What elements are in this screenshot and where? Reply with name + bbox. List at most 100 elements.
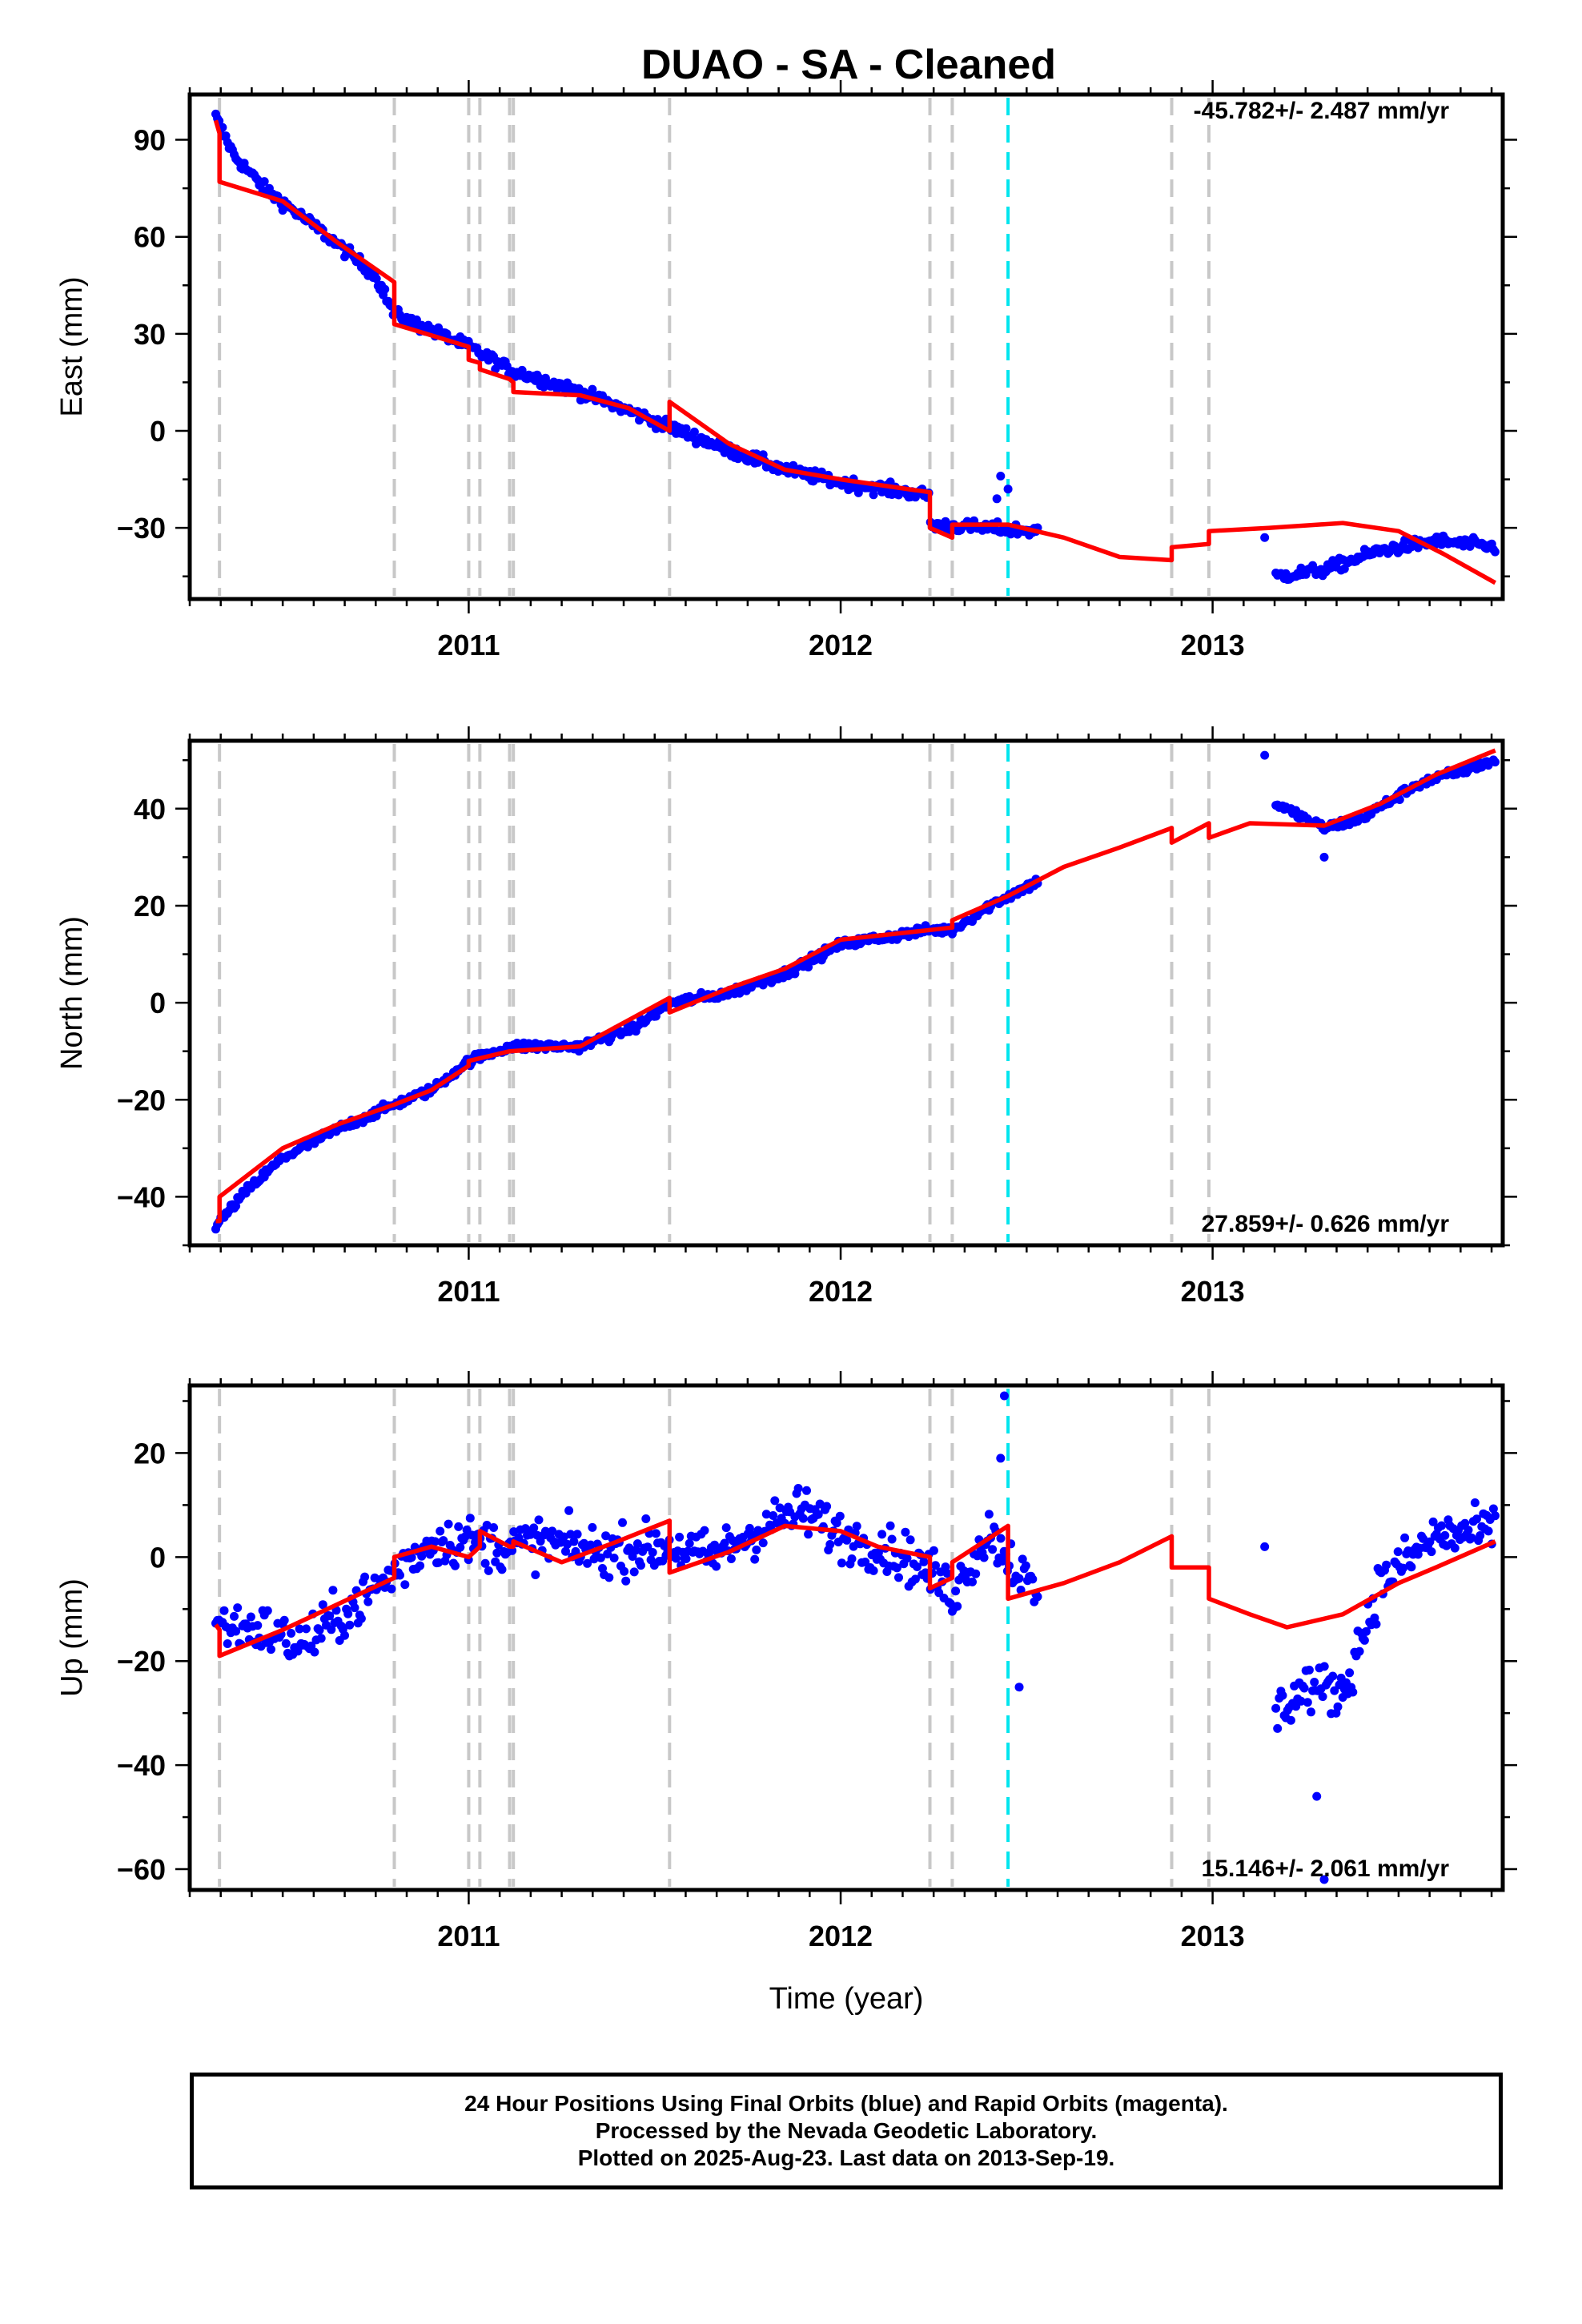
data-point xyxy=(223,1639,232,1648)
data-point xyxy=(631,1546,640,1555)
data-point xyxy=(417,1551,427,1561)
x-tick-label: 2011 xyxy=(437,1920,500,1952)
data-point xyxy=(572,1530,582,1539)
data-point xyxy=(1460,1518,1470,1528)
data-point xyxy=(1033,1592,1042,1602)
data-point xyxy=(1278,1691,1287,1700)
data-point xyxy=(1260,750,1270,760)
data-point xyxy=(325,1611,335,1621)
data-point xyxy=(400,1580,410,1590)
data-point xyxy=(509,1527,519,1537)
x-tick-label: 2013 xyxy=(1181,1275,1245,1308)
data-point xyxy=(813,1510,823,1519)
y-tick-label: 40 xyxy=(134,793,166,826)
data-point xyxy=(1419,1534,1428,1543)
panel-inner xyxy=(211,98,1500,596)
model-line xyxy=(213,119,1497,585)
data-point xyxy=(942,1569,952,1578)
data-point xyxy=(1319,1662,1329,1671)
data-point xyxy=(609,1554,619,1562)
footer-line-3: Plotted on 2025-Aug-23. Last data on 201… xyxy=(577,2145,1115,2170)
data-point xyxy=(1003,485,1013,494)
footer-box: 24 Hour Positions Using Final Orbits (bl… xyxy=(190,2073,1503,2189)
data-point xyxy=(430,1537,440,1546)
data-point xyxy=(231,1626,241,1636)
data-point xyxy=(931,1561,940,1570)
data-point xyxy=(804,1530,813,1539)
data-point xyxy=(1318,1692,1327,1702)
data-point xyxy=(566,1530,576,1539)
data-point xyxy=(996,1534,1006,1543)
data-point xyxy=(1440,1530,1450,1540)
data-point xyxy=(847,1554,857,1563)
panel-inner xyxy=(211,1389,1500,1887)
data-point xyxy=(1355,1647,1364,1656)
data-point xyxy=(1014,1574,1024,1583)
data-point xyxy=(231,1201,241,1211)
y-axis-label: North (mm) xyxy=(55,916,89,1070)
model-line xyxy=(215,748,1496,1224)
chart-title: DUAO - SA - Cleaned xyxy=(641,42,1056,88)
data-point xyxy=(721,1523,731,1533)
y-tick-label: 60 xyxy=(134,221,166,254)
data-point xyxy=(345,1620,355,1630)
data-point xyxy=(1472,1514,1481,1524)
data-point xyxy=(1399,1563,1407,1573)
data-point xyxy=(559,1532,568,1542)
data-point xyxy=(712,1562,721,1571)
data-point xyxy=(815,1499,825,1509)
data-point xyxy=(315,1626,324,1634)
data-point xyxy=(1312,1791,1322,1801)
model-line xyxy=(214,1518,1496,1659)
data-point xyxy=(1330,1686,1339,1695)
data-point xyxy=(1296,1696,1306,1706)
data-point xyxy=(1476,1531,1485,1540)
footer-line-2: Processed by the Nevada Geodetic Laborat… xyxy=(595,2118,1098,2143)
data-point xyxy=(295,1624,304,1634)
data-point xyxy=(641,1514,651,1523)
data-point xyxy=(534,1515,544,1525)
data-point xyxy=(700,1526,709,1535)
data-point xyxy=(822,1502,832,1511)
data-point xyxy=(992,494,1002,504)
data-point xyxy=(745,1523,754,1533)
data-point xyxy=(998,1556,1007,1566)
data-point xyxy=(1464,1526,1473,1535)
data-point xyxy=(832,1518,841,1528)
footer-line-1: 24 Hour Positions Using Final Orbits (bl… xyxy=(464,2091,1228,2116)
panels: 2011 2012 2013 −30 0 30 60 90 East (mm) -45.782+/… xyxy=(55,80,1517,2016)
data-point xyxy=(953,1602,962,1611)
data-point xyxy=(761,1510,771,1519)
data-point xyxy=(877,1530,887,1539)
data-point xyxy=(1362,1626,1371,1636)
x-tick-label: 2012 xyxy=(809,629,873,661)
data-point xyxy=(1491,547,1500,557)
data-point xyxy=(1328,1671,1338,1681)
x-tick-label: 2011 xyxy=(437,629,500,661)
data-point xyxy=(681,1554,691,1563)
x-axis-label: Time (year) xyxy=(769,1982,924,2016)
data-point xyxy=(233,1603,243,1613)
data-point xyxy=(588,1522,597,1532)
data-point xyxy=(984,1510,994,1519)
data-point xyxy=(301,1624,311,1634)
data-point xyxy=(531,1570,540,1579)
data-point xyxy=(999,1391,1009,1401)
panel-2: 2011 2012 2013 −40 −20 0 20 40 North (mm) 27.859+… xyxy=(55,726,1517,1308)
data-point xyxy=(1319,1875,1329,1884)
data-point xyxy=(902,1554,912,1563)
data-point xyxy=(620,1566,629,1576)
data-point xyxy=(798,1514,808,1523)
data-point xyxy=(685,1538,694,1548)
data-point xyxy=(802,1486,811,1495)
data-point xyxy=(825,1540,835,1549)
panel-frame xyxy=(187,92,1505,601)
data-point xyxy=(586,1540,596,1550)
data-point xyxy=(1307,1707,1315,1717)
data-point xyxy=(681,424,691,433)
data-point xyxy=(548,1526,557,1536)
data-point xyxy=(1345,1668,1355,1678)
data-point xyxy=(648,1548,657,1557)
data-point xyxy=(287,1629,296,1638)
